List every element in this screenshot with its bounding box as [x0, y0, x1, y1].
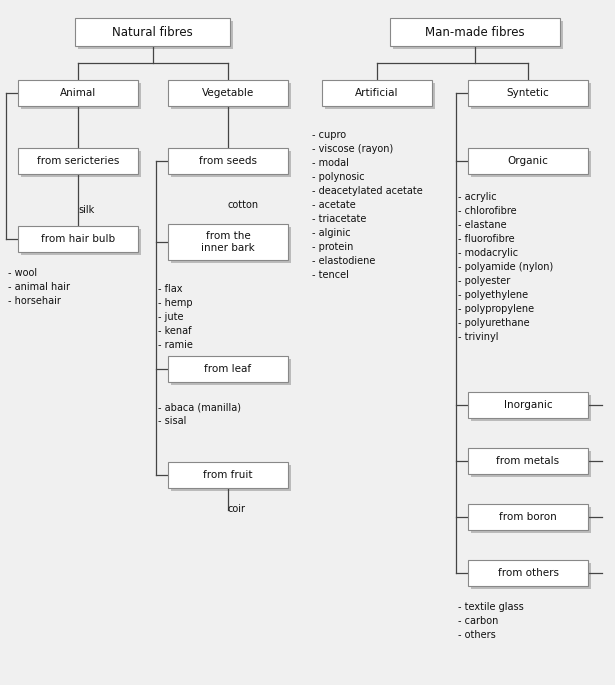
FancyBboxPatch shape — [168, 356, 288, 382]
Text: - polynosic: - polynosic — [312, 172, 365, 182]
Text: - polyester: - polyester — [458, 276, 510, 286]
FancyBboxPatch shape — [21, 151, 141, 177]
Text: - alginic: - alginic — [312, 228, 351, 238]
Text: - cupro: - cupro — [312, 130, 346, 140]
Text: - kenaf: - kenaf — [158, 326, 191, 336]
FancyBboxPatch shape — [78, 21, 233, 49]
Text: - modacrylic: - modacrylic — [458, 248, 518, 258]
FancyBboxPatch shape — [171, 151, 291, 177]
FancyBboxPatch shape — [171, 227, 291, 263]
FancyBboxPatch shape — [21, 229, 141, 255]
FancyBboxPatch shape — [168, 148, 288, 174]
Text: - textile glass: - textile glass — [458, 602, 524, 612]
FancyBboxPatch shape — [322, 80, 432, 106]
Text: from fruit: from fruit — [203, 470, 253, 480]
Text: Artificial: Artificial — [355, 88, 399, 98]
Text: - carbon: - carbon — [458, 616, 498, 626]
FancyBboxPatch shape — [468, 148, 588, 174]
Text: Inorganic: Inorganic — [504, 400, 552, 410]
FancyBboxPatch shape — [168, 80, 288, 106]
Text: Natural fibres: Natural fibres — [112, 25, 193, 38]
Text: - polyurethane: - polyurethane — [458, 318, 530, 328]
Text: - tencel: - tencel — [312, 270, 349, 280]
FancyBboxPatch shape — [171, 465, 291, 491]
Text: - triacetate: - triacetate — [312, 214, 367, 224]
Text: - animal hair: - animal hair — [8, 282, 70, 292]
Text: from sericteries: from sericteries — [37, 156, 119, 166]
Text: from seeds: from seeds — [199, 156, 257, 166]
Text: Organic: Organic — [507, 156, 549, 166]
FancyBboxPatch shape — [18, 226, 138, 252]
Text: Syntetic: Syntetic — [507, 88, 549, 98]
Text: from others: from others — [498, 568, 558, 578]
Text: cotton: cotton — [228, 200, 259, 210]
FancyBboxPatch shape — [471, 395, 591, 421]
Text: from boron: from boron — [499, 512, 557, 522]
FancyBboxPatch shape — [325, 83, 435, 109]
Text: - polyamide (nylon): - polyamide (nylon) — [458, 262, 554, 272]
Text: from leaf: from leaf — [204, 364, 252, 374]
Text: Vegetable: Vegetable — [202, 88, 254, 98]
Text: - modal: - modal — [312, 158, 349, 168]
FancyBboxPatch shape — [471, 563, 591, 589]
FancyBboxPatch shape — [21, 83, 141, 109]
Text: - viscose (rayon): - viscose (rayon) — [312, 144, 393, 154]
FancyBboxPatch shape — [168, 224, 288, 260]
FancyBboxPatch shape — [75, 18, 230, 46]
FancyBboxPatch shape — [393, 21, 563, 49]
FancyBboxPatch shape — [171, 83, 291, 109]
FancyBboxPatch shape — [471, 83, 591, 109]
Text: from hair bulb: from hair bulb — [41, 234, 115, 244]
FancyBboxPatch shape — [468, 504, 588, 530]
FancyBboxPatch shape — [471, 151, 591, 177]
FancyBboxPatch shape — [171, 359, 291, 385]
Text: - trivinyl: - trivinyl — [458, 332, 499, 342]
FancyBboxPatch shape — [468, 448, 588, 474]
Text: - wool: - wool — [8, 268, 37, 278]
Text: - elastane: - elastane — [458, 220, 507, 230]
Text: - ramie: - ramie — [158, 340, 193, 350]
Text: Animal: Animal — [60, 88, 96, 98]
FancyBboxPatch shape — [471, 507, 591, 533]
FancyBboxPatch shape — [18, 148, 138, 174]
Text: - protein: - protein — [312, 242, 354, 252]
Text: - acrylic: - acrylic — [458, 192, 497, 202]
Text: - horsehair: - horsehair — [8, 296, 61, 306]
Text: - hemp: - hemp — [158, 298, 192, 308]
FancyBboxPatch shape — [18, 80, 138, 106]
Text: - polypropylene: - polypropylene — [458, 304, 534, 314]
Text: - abaca (manilla): - abaca (manilla) — [158, 402, 241, 412]
Text: from metals: from metals — [496, 456, 560, 466]
FancyBboxPatch shape — [468, 392, 588, 418]
Text: silk: silk — [78, 205, 94, 215]
FancyBboxPatch shape — [468, 560, 588, 586]
FancyBboxPatch shape — [471, 451, 591, 477]
Text: - elastodiene: - elastodiene — [312, 256, 375, 266]
FancyBboxPatch shape — [168, 462, 288, 488]
Text: - flax: - flax — [158, 284, 183, 294]
Text: - sisal: - sisal — [158, 416, 186, 426]
Text: - chlorofibre: - chlorofibre — [458, 206, 517, 216]
Text: from the
inner bark: from the inner bark — [201, 231, 255, 253]
Text: Man-made fibres: Man-made fibres — [425, 25, 525, 38]
Text: - polyethylene: - polyethylene — [458, 290, 528, 300]
Text: coir: coir — [228, 504, 246, 514]
Text: - deacetylated acetate: - deacetylated acetate — [312, 186, 423, 196]
FancyBboxPatch shape — [468, 80, 588, 106]
FancyBboxPatch shape — [390, 18, 560, 46]
Text: - others: - others — [458, 630, 496, 640]
Text: - fluorofibre: - fluorofibre — [458, 234, 515, 244]
Text: - jute: - jute — [158, 312, 183, 322]
Text: - acetate: - acetate — [312, 200, 355, 210]
